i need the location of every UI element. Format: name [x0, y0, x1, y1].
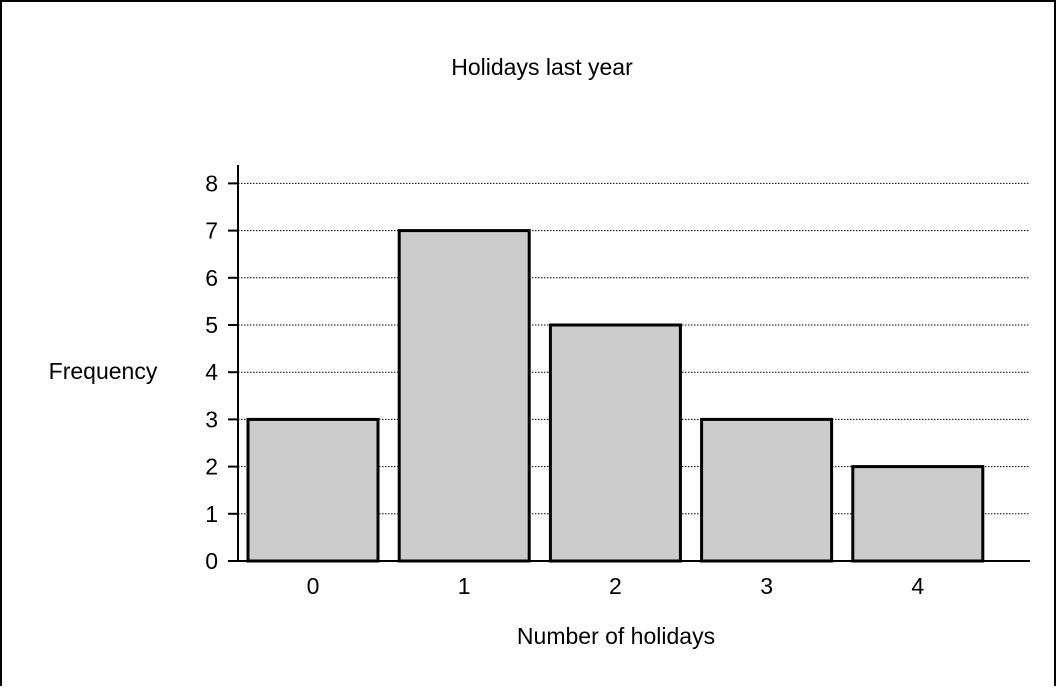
- x-tick-label: 1: [458, 573, 471, 599]
- y-tick-label: 0: [205, 548, 218, 574]
- bars: [248, 231, 983, 561]
- y-tick-label: 8: [205, 170, 218, 196]
- y-tick-label: 5: [205, 312, 218, 338]
- y-tick-label: 1: [205, 501, 218, 527]
- y-tick-label: 2: [205, 454, 218, 480]
- bar: [248, 419, 378, 561]
- bar: [702, 419, 832, 561]
- y-tick-labels: 0 1 2 3 4 5 6 7 8: [205, 170, 218, 574]
- y-tick-label: 4: [205, 359, 218, 385]
- y-tick-label: 6: [205, 265, 218, 291]
- y-tick-label: 7: [205, 218, 218, 244]
- x-tick-label: 4: [911, 573, 924, 599]
- bar: [399, 231, 529, 561]
- chart-title: Holidays last year: [451, 54, 633, 80]
- bar: [853, 467, 983, 561]
- x-tick-label: 3: [760, 573, 773, 599]
- y-tick-label: 3: [205, 406, 218, 432]
- x-axis-label: Number of holidays: [517, 623, 715, 649]
- x-tick-labels: 0 1 2 3 4: [307, 573, 925, 599]
- y-axis-label: Frequency: [49, 358, 158, 384]
- bar: [550, 325, 680, 561]
- x-tick-label: 0: [307, 573, 320, 599]
- x-tick-label: 2: [609, 573, 622, 599]
